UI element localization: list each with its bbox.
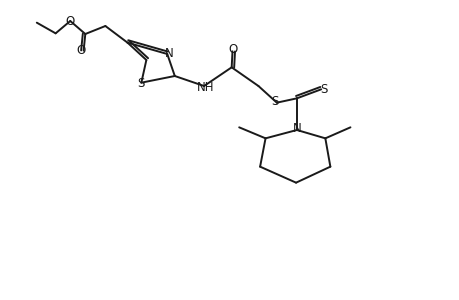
Text: N: N: [164, 46, 173, 59]
Text: S: S: [320, 83, 327, 96]
Text: O: O: [227, 43, 237, 56]
Text: O: O: [66, 14, 75, 28]
Text: N: N: [292, 122, 301, 134]
Text: NH: NH: [197, 80, 214, 94]
Text: S: S: [270, 95, 278, 108]
Text: O: O: [76, 44, 85, 57]
Text: S: S: [137, 77, 145, 90]
